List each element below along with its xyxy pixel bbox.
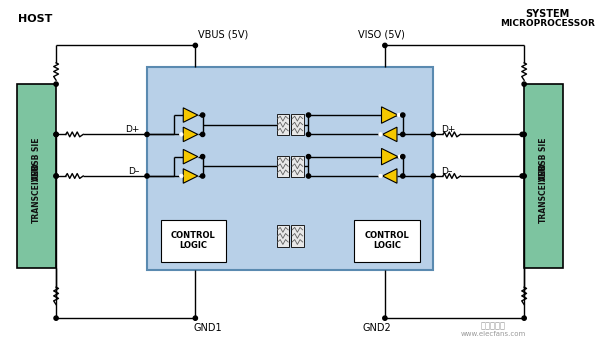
Circle shape xyxy=(193,43,197,47)
Text: TRANSCEIVER: TRANSCEIVER xyxy=(32,164,41,223)
Circle shape xyxy=(200,132,205,137)
Circle shape xyxy=(398,155,401,158)
Bar xyxy=(291,156,304,177)
Circle shape xyxy=(431,132,436,137)
Circle shape xyxy=(54,174,58,178)
Circle shape xyxy=(179,133,183,136)
Text: CONTROL
LOGIC: CONTROL LOGIC xyxy=(364,231,409,251)
Text: D+: D+ xyxy=(125,125,139,134)
Text: D–: D– xyxy=(128,167,139,176)
Circle shape xyxy=(401,132,405,137)
Text: TRANSCEIVER: TRANSCEIVER xyxy=(539,164,548,223)
Circle shape xyxy=(522,174,526,178)
Circle shape xyxy=(522,316,526,320)
Polygon shape xyxy=(382,148,398,165)
Text: GND2: GND2 xyxy=(363,323,392,333)
Polygon shape xyxy=(183,169,198,183)
Text: GND1: GND1 xyxy=(194,323,222,333)
Text: CONTROL
LOGIC: CONTROL LOGIC xyxy=(171,231,216,251)
Polygon shape xyxy=(382,127,397,142)
Circle shape xyxy=(54,316,58,320)
Circle shape xyxy=(520,174,524,178)
Text: VISO (5V): VISO (5V) xyxy=(358,30,404,40)
Circle shape xyxy=(431,174,436,178)
Text: www.elecfans.com: www.elecfans.com xyxy=(461,331,526,337)
Circle shape xyxy=(200,174,205,178)
Circle shape xyxy=(401,154,405,159)
Text: USB SIE: USB SIE xyxy=(539,138,548,171)
Circle shape xyxy=(307,154,311,159)
Bar xyxy=(277,225,289,247)
Text: SYSTEM: SYSTEM xyxy=(525,9,569,20)
Circle shape xyxy=(383,316,387,320)
Polygon shape xyxy=(183,150,198,164)
Circle shape xyxy=(383,43,387,47)
Circle shape xyxy=(54,132,58,137)
Circle shape xyxy=(145,174,149,178)
Text: AND: AND xyxy=(539,162,548,180)
Circle shape xyxy=(379,133,382,136)
Bar xyxy=(161,219,226,262)
Circle shape xyxy=(401,113,405,117)
Circle shape xyxy=(54,174,58,178)
Circle shape xyxy=(179,174,183,178)
Circle shape xyxy=(54,82,58,86)
Polygon shape xyxy=(382,169,397,183)
Circle shape xyxy=(522,82,526,86)
Circle shape xyxy=(379,174,382,178)
Bar xyxy=(354,219,420,262)
Text: HOST: HOST xyxy=(17,14,52,24)
Circle shape xyxy=(54,132,58,137)
Polygon shape xyxy=(382,107,398,123)
Circle shape xyxy=(193,316,197,320)
Bar xyxy=(277,114,289,135)
Circle shape xyxy=(145,132,149,137)
Bar xyxy=(291,114,304,135)
Circle shape xyxy=(307,174,311,178)
Bar xyxy=(147,67,433,270)
Circle shape xyxy=(200,113,205,117)
Circle shape xyxy=(520,132,524,137)
Text: D+: D+ xyxy=(441,125,455,134)
Circle shape xyxy=(522,132,526,137)
Bar xyxy=(524,84,563,268)
Bar xyxy=(277,156,289,177)
Text: 电子发烧友: 电子发烧友 xyxy=(481,322,506,330)
Circle shape xyxy=(401,174,405,178)
Circle shape xyxy=(307,132,311,137)
Polygon shape xyxy=(183,127,198,142)
Circle shape xyxy=(200,154,205,159)
Text: MICROPROCESSOR: MICROPROCESSOR xyxy=(500,19,595,28)
Text: VBUS (5V): VBUS (5V) xyxy=(198,30,248,40)
Text: USB SIE: USB SIE xyxy=(32,138,41,171)
Circle shape xyxy=(307,113,311,117)
Text: AND: AND xyxy=(32,162,41,180)
Text: D–: D– xyxy=(441,167,452,176)
Circle shape xyxy=(397,113,401,117)
Bar xyxy=(291,225,304,247)
Bar xyxy=(17,84,56,268)
Polygon shape xyxy=(183,108,198,122)
